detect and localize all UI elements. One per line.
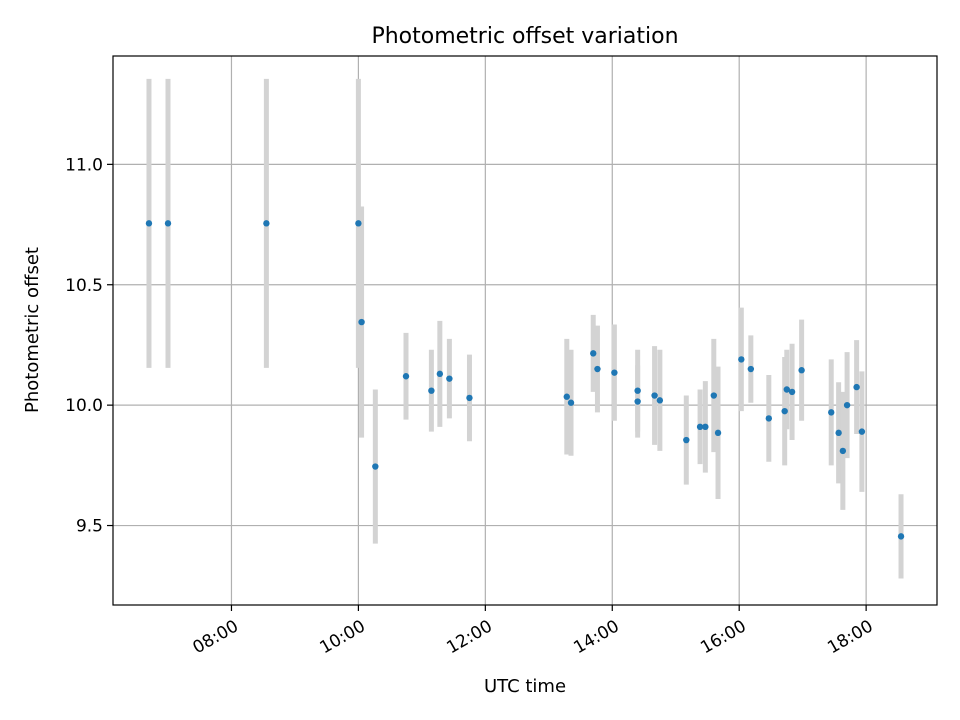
y-tick-label: 9.5 [76,517,103,537]
data-point [563,393,570,400]
data-point [402,373,410,380]
data-point [843,401,851,409]
chart-title: Photometric offset variation [371,24,678,49]
data-point [828,409,835,416]
data-point [714,429,722,437]
data-point [594,365,601,373]
data-point [145,220,153,227]
data-point [428,387,435,394]
data-point [656,397,664,404]
data-point [839,447,847,455]
y-tick-label: 10.5 [65,276,103,296]
data-point [858,428,866,435]
data-point [436,370,444,378]
data-points [145,220,905,540]
data-point [897,533,905,540]
y-axis-label: Photometric offset [22,247,43,413]
data-point [164,220,172,227]
data-point [747,365,755,373]
data-point [696,423,704,431]
data-point [634,398,641,405]
data-point [783,386,790,393]
data-point [466,394,473,402]
data-point [738,356,745,363]
data-point [446,375,453,382]
data-point [781,407,788,415]
data-point [798,367,805,374]
data-point [765,415,773,422]
data-point [710,392,718,399]
x-axis-label: UTC time [484,676,566,697]
data-point [651,392,658,399]
data-point [355,220,362,227]
data-point [683,436,690,444]
data-point [702,423,709,431]
data-point [358,318,365,326]
data-point [634,387,641,394]
data-point [853,383,860,391]
data-point [372,463,379,470]
data-point [263,220,270,227]
data-point [567,399,575,406]
data-point [788,388,796,396]
y-tick-label: 10.0 [65,396,103,416]
y-tick-label: 11.0 [65,155,103,175]
data-point [835,429,842,437]
data-point [590,350,597,357]
plot-frame [112,55,938,606]
data-point [611,369,618,376]
